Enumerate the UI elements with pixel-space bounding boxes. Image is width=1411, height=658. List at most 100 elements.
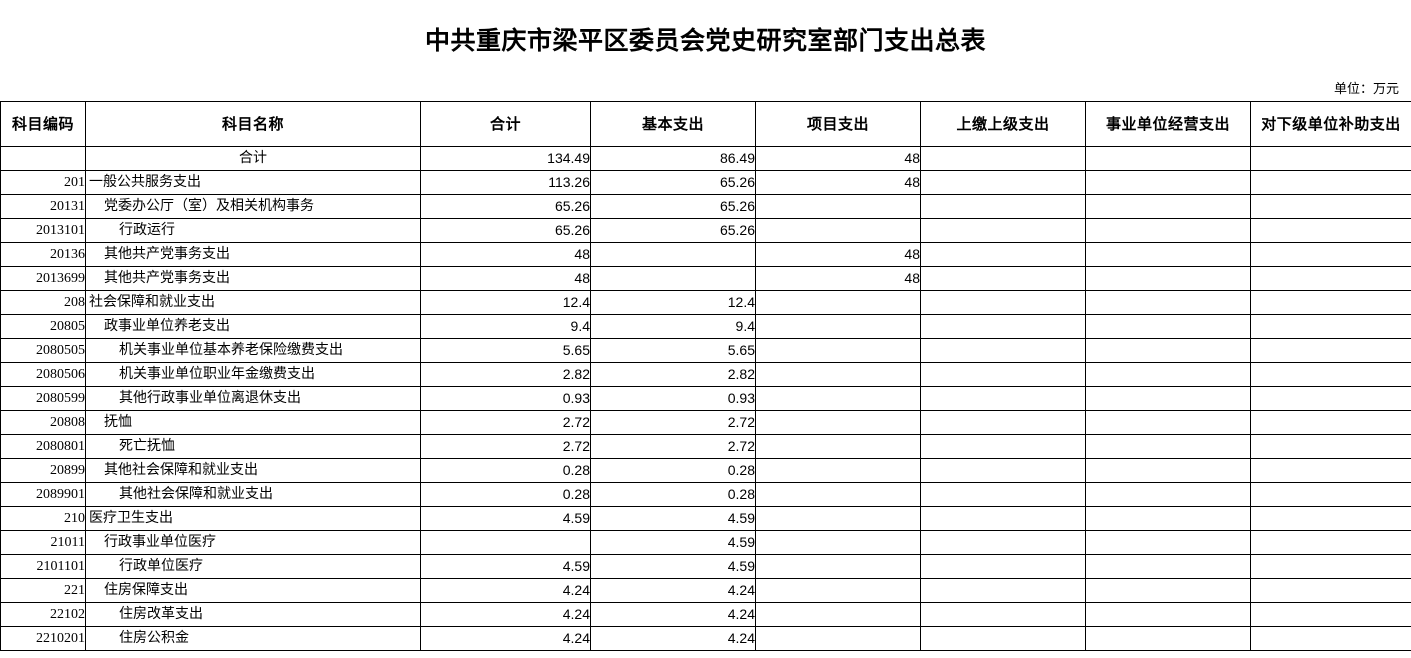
column-header-code: 科目编码: [0, 100, 86, 147]
cell-upper-level-expenditure: [920, 457, 1086, 483]
cell-basic-expenditure: 2.72: [590, 433, 756, 459]
cell-total: 4.24: [420, 601, 591, 627]
cell-upper-level-expenditure: [920, 385, 1086, 411]
cell-project-expenditure: [755, 625, 921, 651]
cell-operating-expenditure: [1085, 457, 1251, 483]
cell-subject-name: 党委办公厅（室）及相关机构事务: [85, 193, 421, 219]
cell-operating-expenditure: [1085, 433, 1251, 459]
cell-total: 5.65: [420, 337, 591, 363]
cell-subject-code: 201: [0, 169, 86, 195]
cell-upper-level-expenditure: [920, 505, 1086, 531]
expenditure-table: 科目编码 科目名称 合计 基本支出 项目支出 上缴上级支出 事业单位经营支出 对…: [0, 100, 1411, 651]
cell-total: 9.4: [420, 313, 591, 339]
cell-subject-name: 社会保障和就业支出: [85, 289, 421, 315]
cell-subject-code: 20899: [0, 457, 86, 483]
cell-subsidy-expenditure: [1250, 433, 1411, 459]
cell-upper-level-expenditure: [920, 313, 1086, 339]
cell-subject-name: 机关事业单位职业年金缴费支出: [85, 361, 421, 387]
cell-total: 4.59: [420, 505, 591, 531]
cell-subject-code: 2080506: [0, 361, 86, 387]
table-row: 2080801 死亡抚恤 2.72 2.72: [0, 433, 1411, 459]
cell-total: 2.72: [420, 409, 591, 435]
table-row: 20131 党委办公厅（室）及相关机构事务 65.26 65.26: [0, 193, 1411, 219]
cell-operating-expenditure: [1085, 265, 1251, 291]
cell-upper-level-expenditure: [920, 289, 1086, 315]
cell-basic-expenditure: 0.28: [590, 481, 756, 507]
cell-subject-name: 其他社会保障和就业支出: [85, 481, 421, 507]
cell-subject-name: 行政单位医疗: [85, 553, 421, 579]
table-row: 2089901 其他社会保障和就业支出 0.28 0.28: [0, 481, 1411, 507]
cell-upper-level-expenditure: [920, 145, 1086, 171]
cell-upper-level-expenditure: [920, 169, 1086, 195]
cell-subject-code: 2210201: [0, 625, 86, 651]
cell-upper-level-expenditure: [920, 433, 1086, 459]
cell-basic-expenditure: 0.93: [590, 385, 756, 411]
table-row: 2080505 机关事业单位基本养老保险缴费支出 5.65 5.65: [0, 337, 1411, 363]
cell-project-expenditure: [755, 505, 921, 531]
cell-subject-code: 20805: [0, 313, 86, 339]
cell-operating-expenditure: [1085, 289, 1251, 315]
cell-operating-expenditure: [1085, 313, 1251, 339]
cell-basic-expenditure: 9.4: [590, 313, 756, 339]
column-header-total: 合计: [420, 100, 591, 147]
cell-subject-name: 政事业单位养老支出: [85, 313, 421, 339]
cell-total: 113.26: [420, 169, 591, 195]
table-row: 2080599 其他行政事业单位离退休支出 0.93 0.93: [0, 385, 1411, 411]
column-header-project: 项目支出: [755, 100, 921, 147]
cell-subsidy-expenditure: [1250, 481, 1411, 507]
cell-subject-code: 20131: [0, 193, 86, 219]
cell-upper-level-expenditure: [920, 193, 1086, 219]
cell-upper-level-expenditure: [920, 265, 1086, 291]
cell-subject-name: 住房公积金: [85, 625, 421, 651]
cell-subsidy-expenditure: [1250, 625, 1411, 651]
cell-subsidy-expenditure: [1250, 265, 1411, 291]
cell-operating-expenditure: [1085, 337, 1251, 363]
cell-project-expenditure: [755, 313, 921, 339]
cell-project-expenditure: [755, 409, 921, 435]
cell-total: 4.59: [420, 553, 591, 579]
cell-operating-expenditure: [1085, 481, 1251, 507]
cell-operating-expenditure: [1085, 553, 1251, 579]
cell-subject-name: 医疗卫生支出: [85, 505, 421, 531]
cell-subject-code: 22102: [0, 601, 86, 627]
cell-upper-level-expenditure: [920, 601, 1086, 627]
table-row: 20805 政事业单位养老支出 9.4 9.4: [0, 313, 1411, 339]
cell-total: 0.28: [420, 457, 591, 483]
cell-total: 134.49: [420, 145, 591, 171]
cell-upper-level-expenditure: [920, 241, 1086, 267]
cell-subsidy-expenditure: [1250, 505, 1411, 531]
table-row: 21011 行政事业单位医疗 4.59: [0, 529, 1411, 555]
cell-subject-code: 20808: [0, 409, 86, 435]
cell-total: 12.4: [420, 289, 591, 315]
cell-project-expenditure: [755, 553, 921, 579]
table-row: 20808 抚恤 2.72 2.72: [0, 409, 1411, 435]
cell-subsidy-expenditure: [1250, 145, 1411, 171]
cell-total: 65.26: [420, 193, 591, 219]
cell-subsidy-expenditure: [1250, 337, 1411, 363]
cell-subject-code: 20136: [0, 241, 86, 267]
table-row: 22102 住房改革支出 4.24 4.24: [0, 601, 1411, 627]
table-row: 201 一般公共服务支出 113.26 65.26 48: [0, 169, 1411, 195]
cell-project-expenditure: 48: [755, 145, 921, 171]
cell-upper-level-expenditure: [920, 409, 1086, 435]
cell-total: [420, 529, 591, 555]
cell-total: 0.28: [420, 481, 591, 507]
cell-basic-expenditure: 2.72: [590, 409, 756, 435]
column-header-basic: 基本支出: [590, 100, 756, 147]
table-row: 2101101 行政单位医疗 4.59 4.59: [0, 553, 1411, 579]
table-row: 2210201 住房公积金 4.24 4.24: [0, 625, 1411, 651]
cell-subsidy-expenditure: [1250, 289, 1411, 315]
cell-total: 4.24: [420, 625, 591, 651]
cell-upper-level-expenditure: [920, 577, 1086, 603]
cell-subject-name: 其他共产党事务支出: [85, 265, 421, 291]
unit-note: 单位：万元: [1333, 80, 1399, 96]
cell-subsidy-expenditure: [1250, 193, 1411, 219]
cell-project-expenditure: [755, 217, 921, 243]
cell-total: 48: [420, 241, 591, 267]
cell-basic-expenditure: 4.24: [590, 601, 756, 627]
cell-operating-expenditure: [1085, 577, 1251, 603]
cell-subsidy-expenditure: [1250, 313, 1411, 339]
table-row: 合计 134.49 86.49 48: [0, 145, 1411, 171]
cell-total: 48: [420, 265, 591, 291]
